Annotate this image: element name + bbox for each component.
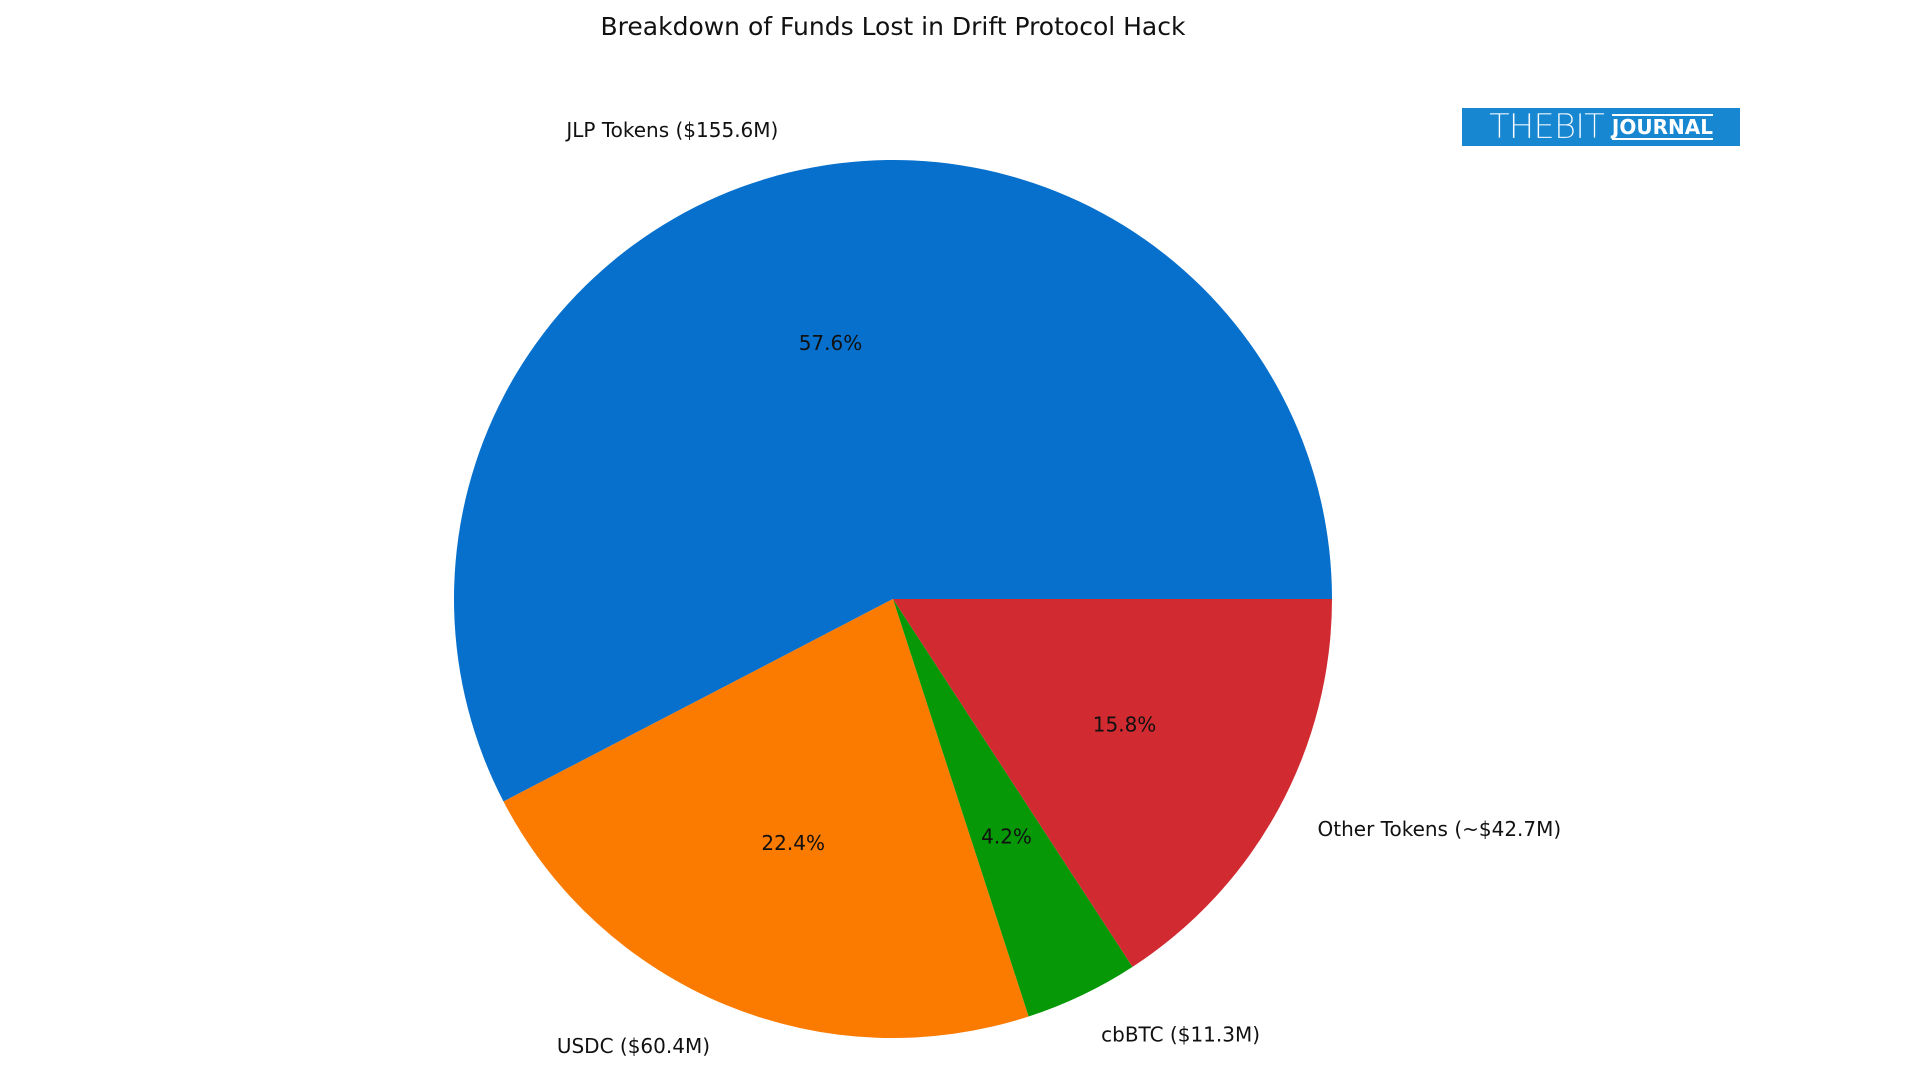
slice-label-0: JLP Tokens ($155.6M) <box>564 118 778 142</box>
thebit-journal-logo: THEBIT JOURNAL <box>1462 108 1740 146</box>
slice-pct-label-3: 15.8% <box>1093 713 1157 737</box>
slice-pct-label-1: 22.4% <box>761 831 825 855</box>
slice-pct-label-2: 4.2% <box>981 825 1032 849</box>
slice-label-1: USDC ($60.4M) <box>557 1034 710 1058</box>
slice-pct-label-0: 57.6% <box>799 331 863 355</box>
pie-slice-3 <box>893 599 1332 967</box>
logo-text-sub: JOURNAL <box>1611 114 1713 140</box>
pie-slice-0 <box>454 160 1332 802</box>
pie-slice-1 <box>503 599 1029 1038</box>
slice-label-2: cbBTC ($11.3M) <box>1101 1023 1260 1047</box>
slice-label-3: Other Tokens (~$42.7M) <box>1318 817 1562 841</box>
logo-text-main: THEBIT <box>1489 107 1605 147</box>
pie-slice-2 <box>893 599 1133 1017</box>
chart-title: Breakdown of Funds Lost in Drift Protoco… <box>600 12 1186 41</box>
